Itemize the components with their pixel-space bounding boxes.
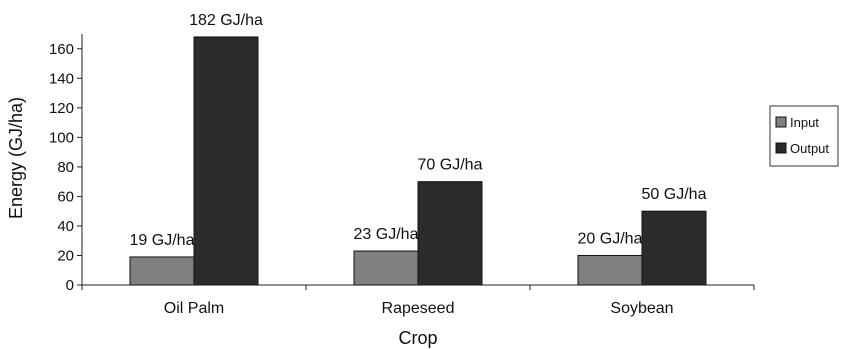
legend-label: Input xyxy=(790,115,819,130)
bar-input xyxy=(129,256,195,286)
data-label: 20 GJ/ha xyxy=(578,230,643,247)
y-tick-label: 140 xyxy=(49,70,74,87)
data-label: 19 GJ/ha xyxy=(130,232,195,249)
legend-swatch-input xyxy=(775,116,787,128)
y-tick-label: 0 xyxy=(66,277,74,294)
y-tick-label: 120 xyxy=(49,100,74,117)
legend-box xyxy=(769,105,839,167)
bar-output xyxy=(193,36,259,286)
bar-output xyxy=(641,210,707,286)
x-tick-label: Rapeseed xyxy=(382,300,455,317)
y-tick-label: 80 xyxy=(57,159,74,176)
y-tick-label: 100 xyxy=(49,129,74,146)
data-label: 50 GJ/ha xyxy=(642,186,707,203)
data-label: 182 GJ/ha xyxy=(189,12,263,29)
y-axis-title: Energy (GJ/ha) xyxy=(6,97,26,219)
x-axis-title: Crop xyxy=(398,328,437,348)
data-labels: 19 GJ/ha 182 GJ/ha 23 GJ/ha 70 GJ/ha 20 GJ/h… xyxy=(130,12,707,249)
legend: Input Output xyxy=(769,105,839,167)
data-label: 70 GJ/ha xyxy=(418,157,483,174)
x-tick-label: Soybean xyxy=(610,300,673,317)
y-tick-label: 60 xyxy=(57,188,74,205)
bar-input xyxy=(577,254,643,286)
y-tick-label: 40 xyxy=(57,218,74,235)
legend-label: Output xyxy=(790,141,829,156)
y-axis: 0 20 40 60 80 100 120 140 160 xyxy=(49,34,83,294)
data-label: 23 GJ/ha xyxy=(354,226,419,243)
legend-swatch-output xyxy=(775,142,787,154)
x-tick-label: Oil Palm xyxy=(164,300,224,317)
y-tick-label: 160 xyxy=(49,41,74,58)
x-axis: Oil Palm Rapeseed Soybean xyxy=(81,284,755,317)
bars xyxy=(129,36,707,286)
bar-output xyxy=(417,181,483,286)
bar-input xyxy=(353,250,419,286)
y-tick-label: 20 xyxy=(57,247,74,264)
